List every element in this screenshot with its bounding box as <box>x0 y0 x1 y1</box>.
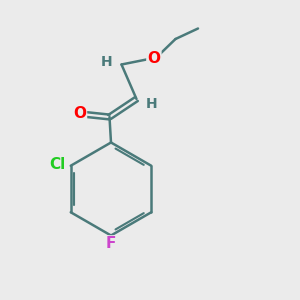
Text: H: H <box>101 55 112 68</box>
Text: H: H <box>146 98 157 111</box>
Text: F: F <box>106 236 116 251</box>
Text: O: O <box>73 106 86 122</box>
Text: O: O <box>147 51 161 66</box>
Text: Cl: Cl <box>49 157 65 172</box>
